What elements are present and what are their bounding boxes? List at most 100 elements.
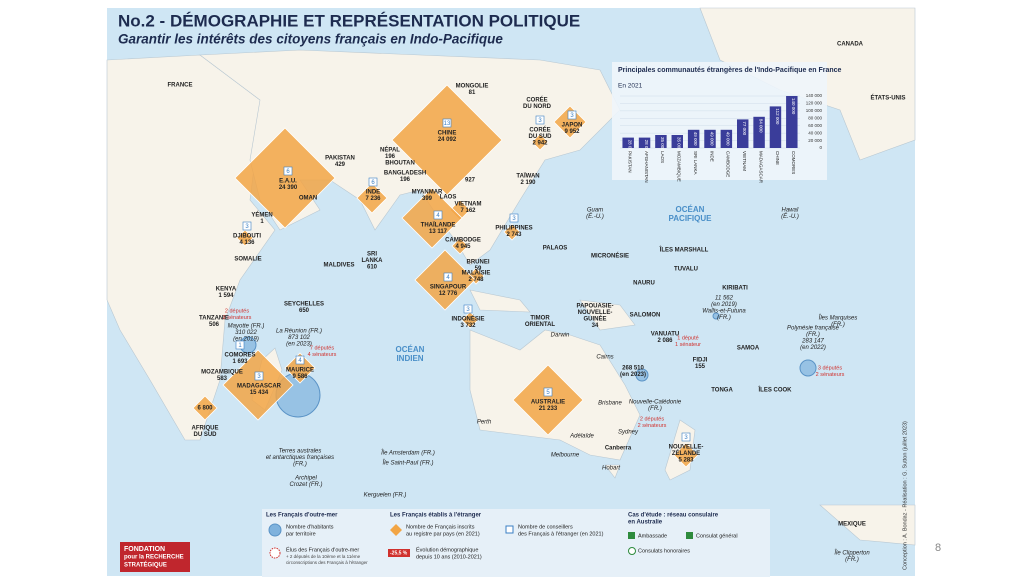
place-label: BRUNEI <box>466 260 489 266</box>
place-label: Terres australes <box>279 449 322 455</box>
legend-text: Évolution démographique <box>416 546 478 553</box>
place-label: 283 147 <box>801 339 824 345</box>
place-label: 196 <box>400 177 411 183</box>
place-label: TANZANIE <box>199 316 229 322</box>
place-label: JAPON <box>562 123 583 129</box>
place-label: Crozet (FR.) <box>290 482 323 488</box>
place-label: Île Amsterdam (FR.) <box>381 450 435 457</box>
bar <box>786 96 798 148</box>
value-label: 49 000 <box>709 132 714 146</box>
place-label: ORIENTAL <box>525 322 556 328</box>
diamond <box>236 229 254 247</box>
place-label: NOUVELLE- <box>578 310 613 316</box>
value-label: 28 000 <box>627 140 632 154</box>
place-label: (É.-U.) <box>781 213 799 220</box>
legend-text: STRATÉGIQUE <box>124 561 167 569</box>
place-label: Mayotte (FR.) <box>228 324 265 330</box>
place-label: SALOMON <box>630 313 661 319</box>
bar <box>753 116 765 148</box>
place-label: MYANMAR <box>412 190 443 196</box>
place-label: CORÉE <box>526 96 547 104</box>
councillor-count: 4 <box>298 358 302 364</box>
place-label: 268 510 <box>622 366 644 372</box>
place-label: VIETNAM <box>455 202 482 208</box>
place-label: 155 <box>695 364 706 370</box>
place-label: 399 <box>422 196 433 202</box>
place-label: INDIEN <box>396 354 423 363</box>
place-label: 310 022 <box>235 330 257 336</box>
councillor-count: 3 <box>257 374 261 380</box>
place-label: 583 <box>217 376 228 382</box>
place-label: KENYA <box>216 287 237 293</box>
place-label: CHINE <box>438 131 457 137</box>
place-label: 7 236 <box>365 196 381 202</box>
legend-text: + 2 députés de la 10ème et la 11ème <box>286 554 361 559</box>
place-label: 3 députés <box>818 365 842 371</box>
place-label: PAPOUASIE- <box>577 304 614 310</box>
value-label: 28 000 <box>644 140 649 154</box>
place-label: 9 952 <box>564 129 580 135</box>
place-label: Melbourne <box>551 453 580 459</box>
councillor-count: 1 <box>238 343 242 349</box>
place-label: MICRONÉSIE <box>591 252 629 260</box>
place-label: Archipel <box>294 476 317 482</box>
place-label: OMAN <box>299 196 317 202</box>
x-tick-label: INDE <box>709 151 714 162</box>
place-label: (FR.) <box>648 406 662 412</box>
place-label: SAMOA <box>737 346 760 352</box>
place-label: OCÉAN <box>676 205 705 214</box>
place-label: Wallis-et-Futuna <box>702 309 746 315</box>
councillor-box <box>295 355 305 365</box>
place-label: (en 2022) <box>800 345 826 351</box>
legend-text: Nombre de conseillers <box>518 524 573 530</box>
y-tick-label: 60 000 <box>808 123 822 128</box>
place-label: 1 <box>260 219 264 225</box>
diamond <box>222 349 294 421</box>
bar <box>737 119 749 148</box>
place-label: 12 776 <box>439 291 458 297</box>
legend-text: par territoire <box>286 531 316 537</box>
place-label: Darwin <box>551 333 570 339</box>
place-label: 2 190 <box>520 180 536 186</box>
place-label: SEYCHELLES <box>284 302 324 308</box>
place-label: 4 945 <box>455 244 471 250</box>
x-tick-label: CAMBODGE <box>726 151 731 177</box>
place-label: ÉTATS-UNIS <box>870 94 905 102</box>
bar <box>687 129 700 148</box>
place-label: PACIFIQUE <box>669 214 713 223</box>
y-tick-label: 80 000 <box>808 115 822 120</box>
place-label: DU SUD <box>528 134 552 140</box>
value-label: 112 000 <box>775 108 780 124</box>
place-label: 13 117 <box>429 229 448 235</box>
bar <box>671 135 683 148</box>
place-label: GUINÉE <box>583 315 606 323</box>
councillor-count: 13 <box>444 121 451 127</box>
inset-title: Principales communautés étrangères de l'… <box>618 67 842 74</box>
place-label: FRANCE <box>168 83 193 89</box>
y-tick-label: 40 000 <box>808 130 822 135</box>
place-label: PHILIPPINES <box>495 226 532 232</box>
place-label: 34 <box>592 323 599 329</box>
place-label: PALAOS <box>543 246 568 252</box>
place-label: 2 sénateurs <box>816 372 845 378</box>
councillor-box <box>235 340 245 350</box>
place-label: AUSTRALIE <box>531 400 565 406</box>
diamond <box>391 84 503 196</box>
legend-diamond <box>390 524 402 536</box>
place-label: THAÏLANDE <box>421 222 456 229</box>
legend-text: pour la RECHERCHE <box>124 555 184 561</box>
diamond <box>531 133 549 151</box>
place-label: et antarctiques françaises <box>266 455 334 461</box>
place-label: Guam <box>587 208 603 214</box>
bar <box>638 137 651 148</box>
councillor-count: 3 <box>538 118 542 124</box>
bar <box>704 129 716 148</box>
councillor-box <box>543 387 553 397</box>
place-label: 429 <box>335 162 346 168</box>
legend-text: depuis 10 ans (2010-2021) <box>416 554 482 560</box>
councillor-box <box>442 118 452 128</box>
place-label: ÎLES MARSHALL <box>659 246 709 254</box>
councillor-count: 6 <box>286 169 290 175</box>
place-label: CAMBODGE <box>445 238 481 244</box>
place-label: Îles Marquises <box>819 315 858 322</box>
